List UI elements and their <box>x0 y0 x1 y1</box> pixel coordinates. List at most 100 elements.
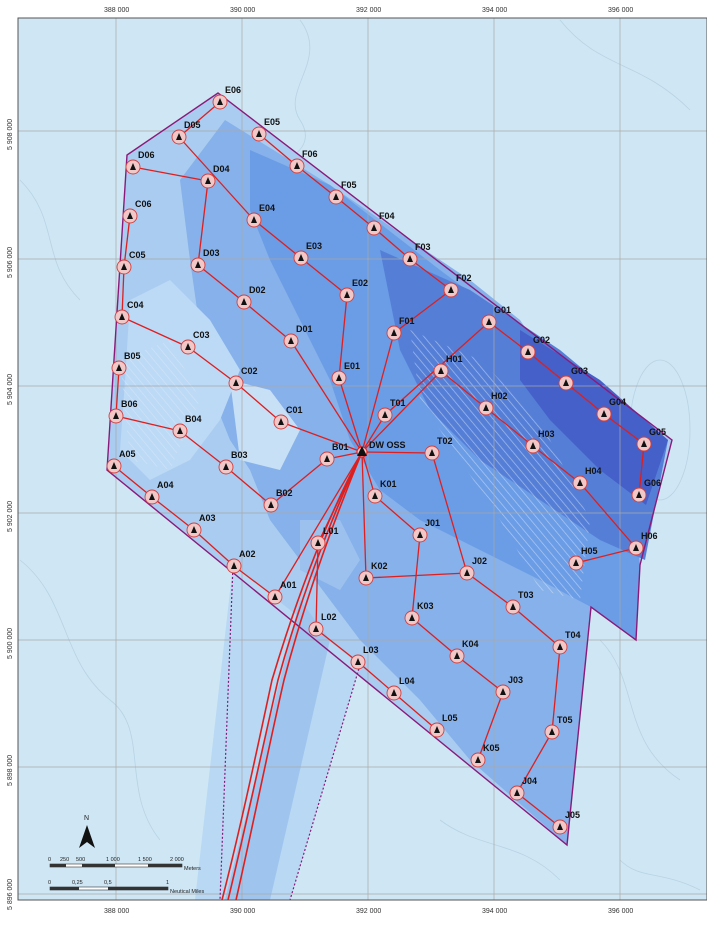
turbine-a01[interactable]: A01 <box>267 580 297 605</box>
turbine-k01[interactable]: K01 <box>367 479 397 504</box>
turbine-t02[interactable]: T02 <box>424 436 453 461</box>
turbine-d05[interactable]: D05 <box>171 120 201 145</box>
turbine-f04[interactable]: F04 <box>366 211 395 236</box>
turbine-e02[interactable]: E02 <box>339 278 368 303</box>
turbine-a05[interactable]: A05 <box>106 449 136 474</box>
turbine-b05[interactable]: B05 <box>111 351 141 376</box>
turbine-h05[interactable]: H05 <box>568 546 598 571</box>
turbine-l01[interactable]: L01 <box>310 526 339 551</box>
turbine-l02[interactable]: L02 <box>308 612 337 637</box>
turbine-e06[interactable]: E06 <box>212 85 241 110</box>
turbine-label: J02 <box>472 556 487 566</box>
turbine-c05[interactable]: C05 <box>116 250 146 275</box>
turbine-h06[interactable]: H06 <box>628 531 658 556</box>
turbine-l03[interactable]: L03 <box>350 645 379 670</box>
turbine-a03[interactable]: A03 <box>186 513 216 538</box>
turbine-k04[interactable]: K04 <box>449 639 479 664</box>
turbine-g04[interactable]: G04 <box>596 397 626 422</box>
turbine-j03[interactable]: J03 <box>495 675 523 700</box>
turbine-f06[interactable]: F06 <box>289 149 318 174</box>
turbine-h01[interactable]: H01 <box>433 354 463 379</box>
turbine-b02[interactable]: B02 <box>263 488 293 513</box>
turbine-icon <box>372 492 378 499</box>
y-tick: 5 908 000 <box>7 119 14 150</box>
turbine-icon <box>382 411 388 418</box>
turbine-t04[interactable]: T04 <box>552 630 581 655</box>
turbine-label: G06 <box>644 478 661 488</box>
turbine-icon <box>315 539 321 546</box>
turbine-j04[interactable]: J04 <box>509 776 537 801</box>
turbine-label: B06 <box>121 399 138 409</box>
turbine-label: H05 <box>581 546 598 556</box>
turbine-a04[interactable]: A04 <box>144 480 174 505</box>
turbine-icon <box>333 193 339 200</box>
turbine-l05[interactable]: L05 <box>429 713 458 738</box>
turbine-icon <box>510 603 516 610</box>
turbine-e04[interactable]: E04 <box>246 203 275 228</box>
turbine-c06[interactable]: C06 <box>122 199 152 224</box>
turbine-label: B03 <box>231 450 248 460</box>
turbine-j05[interactable]: J05 <box>552 810 580 835</box>
turbine-icon <box>195 261 201 268</box>
turbine-c02[interactable]: C02 <box>228 366 258 391</box>
turbine-t03[interactable]: T03 <box>505 590 534 615</box>
turbine-e03[interactable]: E03 <box>293 241 322 266</box>
turbine-label: A02 <box>239 549 256 559</box>
turbine-t05[interactable]: T05 <box>544 715 573 740</box>
turbine-label: C05 <box>129 250 146 260</box>
turbine-icon <box>530 442 536 449</box>
turbine-h02[interactable]: H02 <box>478 391 508 416</box>
turbine-label: D03 <box>203 248 220 258</box>
turbine-label: T03 <box>518 590 534 600</box>
turbine-d03[interactable]: D03 <box>190 248 220 273</box>
turbine-j01[interactable]: J01 <box>412 518 440 543</box>
turbine-b04[interactable]: B04 <box>172 414 202 439</box>
turbine-d02[interactable]: D02 <box>236 285 266 310</box>
turbine-b06[interactable]: B06 <box>108 399 138 424</box>
turbine-h03[interactable]: H03 <box>525 429 555 454</box>
farm-boundary <box>106 92 673 847</box>
turbine-b03[interactable]: B03 <box>218 450 248 475</box>
turbine-f05[interactable]: F05 <box>328 180 357 205</box>
turbine-g02[interactable]: G02 <box>520 335 550 360</box>
turbine-d04[interactable]: D04 <box>200 164 230 189</box>
turbine-k05[interactable]: K05 <box>470 743 500 768</box>
turbine-k03[interactable]: K03 <box>404 601 434 626</box>
turbine-label: H02 <box>491 391 508 401</box>
turbine-g03[interactable]: G03 <box>558 366 588 391</box>
turbine-k02[interactable]: K02 <box>358 561 388 586</box>
turbine-icon <box>233 379 239 386</box>
turbine-icon <box>336 374 342 381</box>
turbine-j02[interactable]: J02 <box>459 556 487 581</box>
turbine-t01[interactable]: T01 <box>377 398 406 423</box>
turbine-f02[interactable]: F02 <box>443 273 472 298</box>
turbine-a02[interactable]: A02 <box>226 549 256 574</box>
turbine-h04[interactable]: H04 <box>572 466 602 491</box>
turbine-e05[interactable]: E05 <box>251 117 280 142</box>
turbine-icon <box>577 479 583 486</box>
turbine-l04[interactable]: L04 <box>386 676 415 701</box>
turbine-g06[interactable]: G06 <box>631 478 661 503</box>
turbine-g05[interactable]: G05 <box>636 427 666 452</box>
turbine-c04[interactable]: C04 <box>114 300 144 325</box>
turbine-c01[interactable]: C01 <box>273 405 303 430</box>
turbine-d01[interactable]: D01 <box>283 324 313 349</box>
turbine-icon <box>475 756 481 763</box>
north-label: N <box>84 815 89 822</box>
turbine-label: K03 <box>417 601 434 611</box>
offshore-substation[interactable]: DW OSS <box>356 440 406 458</box>
turbine-b01[interactable]: B01 <box>319 442 349 467</box>
y-tick: 5 906 000 <box>7 247 14 278</box>
turbine-d06[interactable]: D06 <box>125 150 155 175</box>
y-tick: 5 898 000 <box>7 755 14 786</box>
turbine-f03[interactable]: F03 <box>402 242 431 267</box>
turbine-icon <box>294 162 300 169</box>
turbine-c03[interactable]: C03 <box>180 330 210 355</box>
turbine-f01[interactable]: F01 <box>386 316 415 341</box>
turbine-e01[interactable]: E01 <box>331 361 360 386</box>
turbine-label: G04 <box>609 397 626 407</box>
turbine-g01[interactable]: G01 <box>481 305 511 330</box>
turbine-label: B05 <box>124 351 141 361</box>
turbine-icon <box>448 286 454 293</box>
